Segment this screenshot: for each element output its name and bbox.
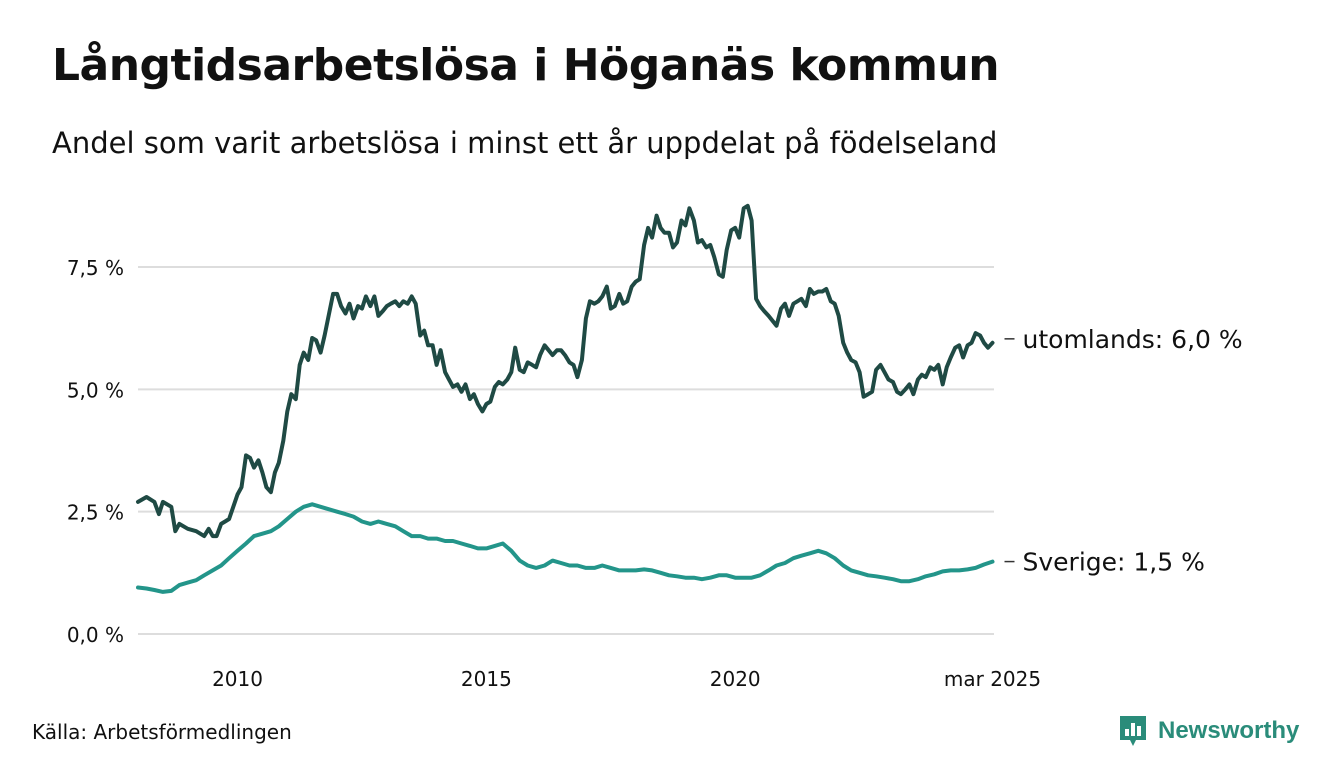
end-label-sverige: Sverige: 1,5 % <box>1023 548 1205 577</box>
grid-layer <box>138 266 994 635</box>
series-line-utomlands <box>136 203 995 539</box>
brand-logo[interactable]: Newsworthy <box>1118 714 1299 748</box>
end-label-utomlands: utomlands: 6,0 % <box>1023 325 1243 354</box>
end-labels: utomlands: 6,0 % Sverige: 1,5 % <box>1004 325 1243 577</box>
y-tick-label: 2,5 % <box>67 501 124 525</box>
y-tick-label: 7,5 % <box>67 256 124 280</box>
x-tick-label: 2010 <box>212 667 263 691</box>
x-axis-labels: 2010 2015 2020 mar 2025 <box>212 667 1041 691</box>
source-note: Källa: Arbetsförmedlingen <box>32 720 292 744</box>
x-tick-label: 2015 <box>461 667 512 691</box>
y-axis-labels: 0,0 % 2,5 % 5,0 % 7,5 % <box>67 256 124 647</box>
chart-title: Långtidsarbetslösa i Höganäs kommun <box>52 40 1000 91</box>
series-line-sverige <box>136 502 995 594</box>
y-tick-label: 0,0 % <box>67 623 124 647</box>
newsworthy-logo-icon <box>1120 716 1146 746</box>
x-tick-label: mar 2025 <box>944 667 1041 691</box>
brand-name: Newsworthy <box>1158 717 1300 744</box>
chart-subtitle: Andel som varit arbetslösa i minst ett å… <box>52 126 998 160</box>
series-layer <box>136 203 995 594</box>
y-tick-label: 5,0 % <box>67 378 124 402</box>
x-tick-label: 2020 <box>710 667 761 691</box>
